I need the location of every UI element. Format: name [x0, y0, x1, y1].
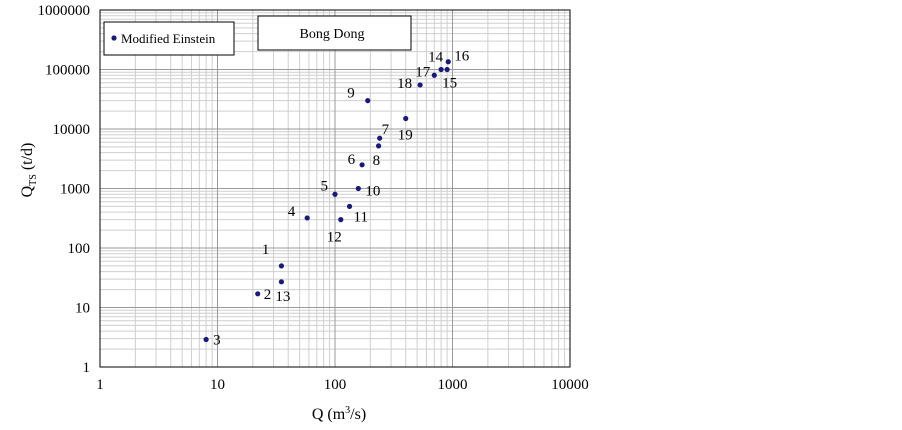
data-point-label-4: 4 — [288, 204, 296, 220]
x-tick-labels: 1 10 100 1000 10000 — [96, 377, 589, 393]
data-point-label-11: 11 — [354, 209, 368, 225]
x-tick-label: 1000 — [438, 377, 468, 393]
x-tick-label: 10 — [210, 377, 225, 393]
data-point-7 — [377, 135, 383, 141]
data-point-5 — [332, 191, 338, 197]
data-point-label-1: 1 — [262, 242, 270, 258]
data-point-label-8: 8 — [373, 153, 381, 169]
y-tick-label: 10000 — [53, 122, 91, 138]
legend-marker — [111, 35, 117, 41]
data-point-13 — [278, 279, 285, 285]
x-tick-label: 100 — [324, 377, 347, 393]
x-tick-label: 1 — [96, 377, 104, 393]
data-point-17 — [431, 72, 437, 78]
y-tick-label: 1 — [83, 360, 91, 376]
data-point-3 — [203, 336, 209, 343]
data-point-10 — [355, 185, 361, 192]
data-point-12 — [338, 217, 344, 223]
data-point-18 — [417, 82, 423, 88]
y-tick-label: 1000 — [60, 182, 90, 198]
data-point-8 — [376, 143, 382, 149]
plot-frame — [99, 9, 571, 368]
data-point-16 — [445, 59, 451, 65]
data-point-label-15: 15 — [442, 76, 457, 92]
station-box: Bong Dong — [257, 15, 412, 51]
x-axis-label: Q (m3/s) — [312, 405, 366, 423]
y-tick-label: 100000 — [45, 63, 90, 79]
y-tick-label: 10 — [75, 301, 90, 317]
data-point-14 — [438, 66, 444, 73]
data-point-label-3: 3 — [213, 332, 221, 348]
data-point-label-19: 19 — [398, 128, 413, 144]
legend-label: Modified Einstein — [121, 31, 216, 46]
data-point-4 — [304, 215, 310, 221]
data-point-label-17: 17 — [415, 64, 431, 80]
data-point-label-12: 12 — [327, 230, 342, 246]
y-tick-label: 100 — [68, 241, 91, 257]
data-point-6 — [359, 162, 365, 168]
data-point-9 — [365, 98, 371, 104]
data-point-label-16: 16 — [454, 49, 470, 65]
data-point-label-5: 5 — [321, 178, 329, 194]
data-point-label-13: 13 — [275, 289, 290, 305]
data-point-label-14: 14 — [428, 50, 444, 66]
data-point-label-10: 10 — [365, 184, 380, 200]
data-point-2 — [255, 291, 261, 297]
data-point-1 — [278, 263, 285, 269]
data-point-15 — [444, 66, 450, 73]
x-tick-label: 10000 — [551, 377, 589, 393]
y-tick-labels: 1 10 100 1000 10000 100000 1000000 — [38, 3, 91, 376]
major-gridlines — [100, 10, 570, 367]
data-point-11 — [346, 203, 353, 210]
data-point-19 — [403, 115, 409, 122]
y-axis-label: QTS (t/d) — [19, 143, 39, 198]
data-point-label-2: 2 — [264, 287, 272, 303]
data-point-label-6: 6 — [348, 152, 356, 168]
data-point-label-9: 9 — [347, 86, 355, 102]
station-label: Bong Dong — [300, 27, 365, 42]
legend: Modified Einstein — [103, 21, 235, 56]
data-point-label-7: 7 — [382, 122, 390, 138]
y-tick-label: 1000000 — [38, 3, 91, 19]
data-point-label-18: 18 — [397, 76, 412, 92]
